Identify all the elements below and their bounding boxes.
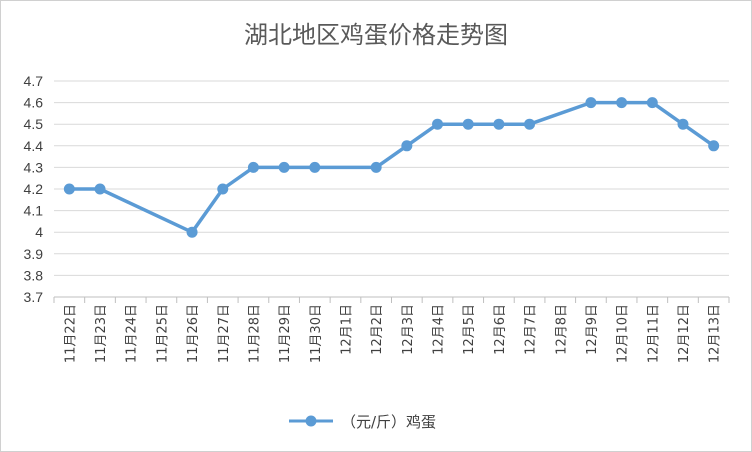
y-tick-label: 4.2: [24, 181, 44, 197]
y-tick-label: 4: [35, 224, 43, 240]
x-tick-label: 12月13日: [708, 304, 723, 363]
data-point: [432, 118, 444, 130]
x-tick-label: 11月23日: [94, 304, 109, 363]
data-point: [616, 97, 628, 109]
x-tick-label: 11月30日: [309, 304, 324, 363]
data-point: [493, 118, 505, 130]
data-point: [278, 161, 290, 173]
data-point: [708, 140, 720, 152]
x-tick-label: 12月7日: [524, 304, 539, 355]
x-tick-label: 12月5日: [462, 304, 477, 355]
x-tick-label: 12月3日: [401, 304, 416, 355]
data-point: [63, 183, 75, 195]
y-tick-label: 4.7: [24, 73, 44, 89]
x-tick-label: 11月28日: [247, 304, 262, 363]
data-point: [585, 97, 597, 109]
x-tick-label: 12月8日: [554, 304, 569, 355]
x-tick-label: 11月26日: [186, 304, 201, 363]
data-point: [646, 97, 658, 109]
data-point: [401, 140, 413, 152]
x-tick-label: 11月27日: [217, 304, 232, 363]
legend-label: （元/斤）鸡蛋: [341, 412, 437, 431]
y-tick-label: 4.4: [24, 138, 44, 154]
data-point: [677, 118, 689, 130]
data-point: [186, 226, 198, 238]
x-tick-label: 11月25日: [155, 304, 170, 363]
x-tick-label: 12月12日: [677, 304, 692, 363]
data-point: [217, 183, 229, 195]
x-tick-label: 12月4日: [432, 304, 447, 355]
x-tick-label: 11月24日: [125, 304, 140, 363]
x-tick-label: 11月29日: [278, 304, 293, 363]
y-tick-label: 4.5: [24, 116, 44, 132]
x-tick-label: 11月22日: [63, 304, 78, 363]
y-tick-label: 3.7: [24, 289, 44, 305]
data-point: [524, 118, 536, 130]
data-point: [370, 161, 382, 173]
y-tick-label: 4.6: [24, 95, 44, 111]
x-tick-label: 12月2日: [370, 304, 385, 355]
y-tick-label: 3.8: [24, 267, 44, 283]
x-tick-label: 12月1日: [339, 304, 354, 355]
x-tick-label: 12月10日: [616, 304, 631, 363]
x-tick-label: 12月9日: [585, 304, 600, 355]
y-tick-label: 4.3: [24, 159, 44, 175]
legend: （元/斤）鸡蛋: [289, 409, 436, 433]
data-point: [309, 161, 321, 173]
data-point: [94, 183, 106, 195]
data-point: [247, 161, 259, 173]
x-tick-label: 12月6日: [493, 304, 508, 355]
legend-marker-icon: [289, 415, 333, 427]
y-tick-label: 3.9: [24, 246, 44, 262]
y-tick-label: 4.1: [24, 203, 44, 219]
x-tick-label: 12月11日: [646, 304, 661, 363]
chart-title: 湖北地区鸡蛋价格走势图: [244, 21, 508, 49]
data-point: [462, 118, 474, 130]
